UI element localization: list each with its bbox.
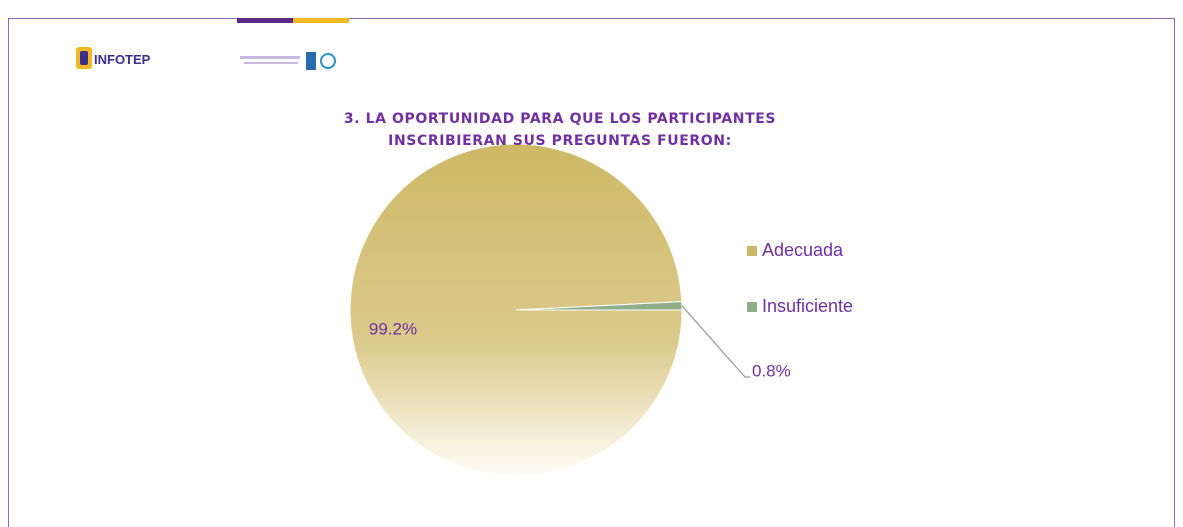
partner-logo	[240, 52, 336, 70]
pie-slice	[515, 301, 683, 311]
top-bar-yellow	[293, 18, 349, 23]
legend-label: Insuficiente	[762, 296, 853, 316]
chart-title: 3. LA OPORTUNIDAD PARA QUE LOS PARTICIPA…	[343, 111, 777, 149]
logo-icon	[76, 47, 92, 69]
top-bar-purple	[237, 18, 293, 23]
logo-text: INFOTEP	[94, 52, 151, 67]
leader-line	[681, 305, 750, 378]
legend-swatch	[747, 302, 757, 312]
legend-label: Adecuada	[762, 240, 844, 260]
frame	[8, 18, 1175, 527]
data-label: 99.2%	[369, 319, 417, 338]
data-label: 0.8%	[752, 361, 791, 380]
legend-swatch	[747, 246, 757, 256]
